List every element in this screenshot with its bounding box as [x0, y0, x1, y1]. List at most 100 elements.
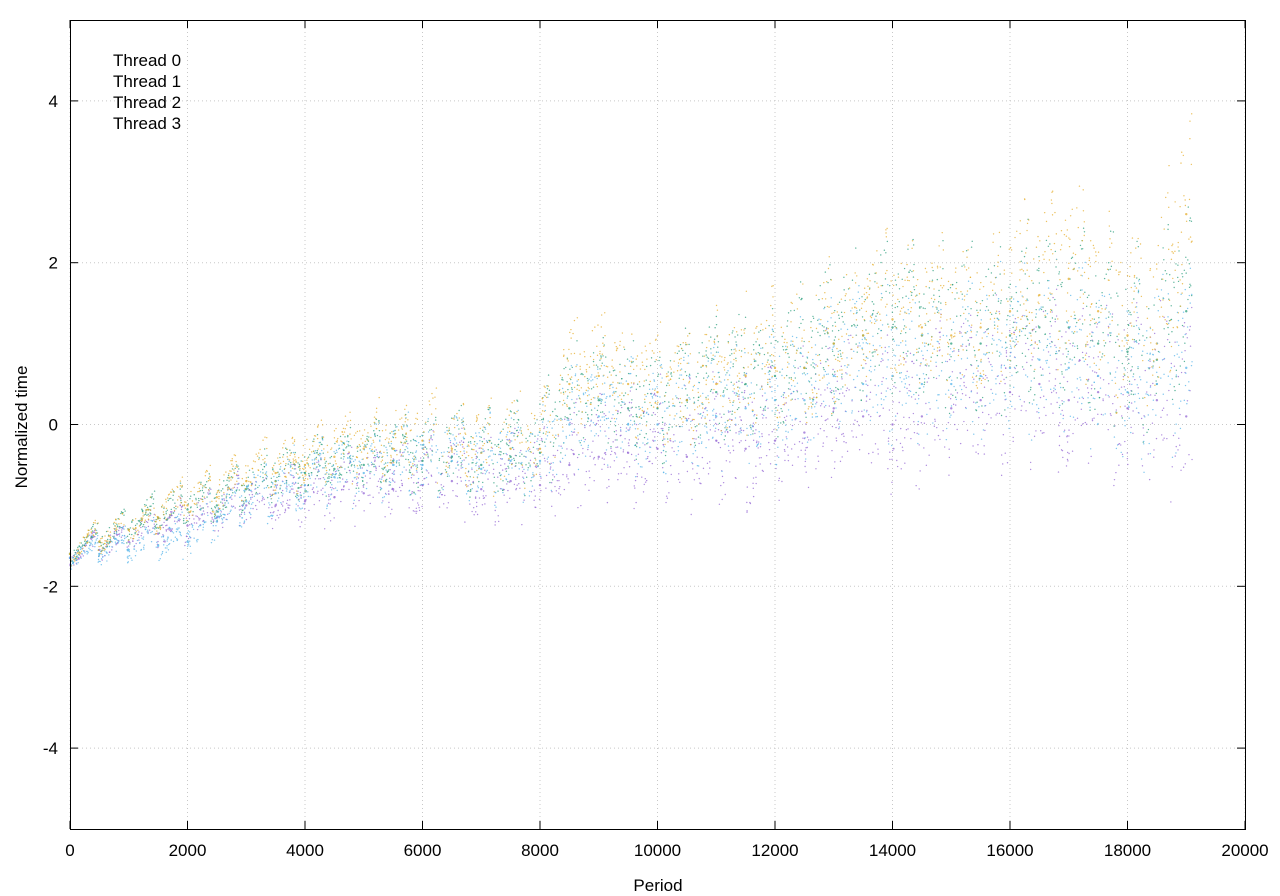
data-point: [289, 449, 291, 451]
data-point: [1077, 319, 1080, 321]
data-point: [499, 488, 502, 490]
data-point: [482, 497, 485, 499]
data-point: [1082, 357, 1084, 359]
data-point: [248, 494, 251, 496]
data-point: [301, 484, 303, 486]
data-point: [737, 390, 740, 392]
data-point: [148, 529, 151, 531]
data-point: [679, 481, 681, 484]
data-point: [918, 347, 920, 350]
data-point: [649, 342, 651, 345]
data-point: [460, 461, 462, 464]
data-point: [293, 439, 296, 441]
data-point: [605, 365, 608, 368]
data-point: [248, 503, 250, 505]
data-point: [1109, 340, 1111, 343]
data-point: [669, 360, 672, 362]
data-point: [569, 421, 571, 424]
data-point: [258, 492, 261, 495]
data-point: [779, 371, 781, 373]
data-point: [820, 415, 823, 418]
data-point: [1143, 415, 1145, 417]
data-point: [622, 449, 625, 451]
data-point: [367, 439, 369, 441]
data-point: [838, 392, 841, 395]
data-point: [1168, 333, 1170, 335]
data-point: [515, 454, 517, 457]
data-point: [404, 442, 407, 444]
data-point: [1008, 248, 1010, 250]
data-point: [1010, 249, 1013, 251]
data-point: [800, 322, 802, 325]
data-point: [679, 343, 682, 346]
data-point: [811, 389, 813, 391]
data-point: [927, 377, 930, 379]
data-point: [925, 464, 928, 467]
data-point: [412, 452, 414, 454]
data-point: [720, 361, 723, 363]
data-point: [906, 387, 908, 390]
data-point: [1152, 374, 1154, 376]
data-point: [1069, 358, 1071, 360]
data-point: [769, 463, 772, 465]
data-point: [740, 429, 743, 431]
data-point: [339, 477, 341, 479]
data-point: [303, 463, 307, 467]
data-point: [231, 459, 233, 462]
data-point: [430, 438, 432, 440]
data-point: [746, 511, 748, 513]
data-point: [1149, 268, 1152, 270]
data-point: [561, 404, 564, 406]
data-point: [576, 340, 578, 342]
data-point: [476, 469, 478, 472]
data-point: [596, 409, 599, 412]
data-point: [895, 327, 897, 329]
data-point: [119, 525, 121, 528]
data-point: [475, 450, 477, 452]
data-point: [416, 471, 418, 473]
data-point: [201, 487, 204, 489]
data-point: [394, 481, 396, 483]
data-point: [825, 327, 828, 329]
data-point: [284, 464, 287, 467]
data-point: [869, 343, 871, 345]
data-point: [992, 334, 994, 337]
data-point: [1057, 338, 1060, 341]
data-point: [1189, 120, 1191, 122]
data-point: [1086, 341, 1088, 343]
data-point: [516, 484, 518, 486]
data-point: [706, 462, 709, 465]
data-point: [942, 430, 944, 432]
data-point: [78, 553, 80, 556]
data-point: [1028, 402, 1031, 404]
data-point: [311, 488, 314, 491]
data-point: [657, 334, 659, 336]
data-point: [180, 508, 183, 511]
data-point: [1091, 419, 1094, 422]
data-point: [863, 293, 865, 296]
data-point: [133, 528, 136, 531]
data-point: [492, 473, 495, 475]
data-point: [856, 324, 859, 327]
data-point: [450, 479, 454, 483]
data-point: [266, 437, 268, 439]
data-point: [408, 471, 411, 473]
data-point: [1173, 386, 1175, 388]
data-point: [345, 447, 347, 449]
data-point: [418, 507, 420, 509]
data-point: [568, 382, 571, 386]
data-point: [1085, 345, 1087, 348]
data-point: [961, 345, 963, 347]
data-point: [241, 511, 243, 514]
data-point: [696, 472, 698, 475]
data-point: [923, 447, 925, 449]
data-point: [771, 361, 773, 363]
data-point: [478, 497, 481, 499]
data-point: [573, 474, 576, 476]
data-point: [962, 322, 965, 325]
data-point: [1102, 398, 1104, 400]
data-point: [464, 521, 466, 523]
data-point: [1026, 229, 1028, 232]
data-point: [361, 467, 363, 469]
data-point: [303, 502, 306, 505]
